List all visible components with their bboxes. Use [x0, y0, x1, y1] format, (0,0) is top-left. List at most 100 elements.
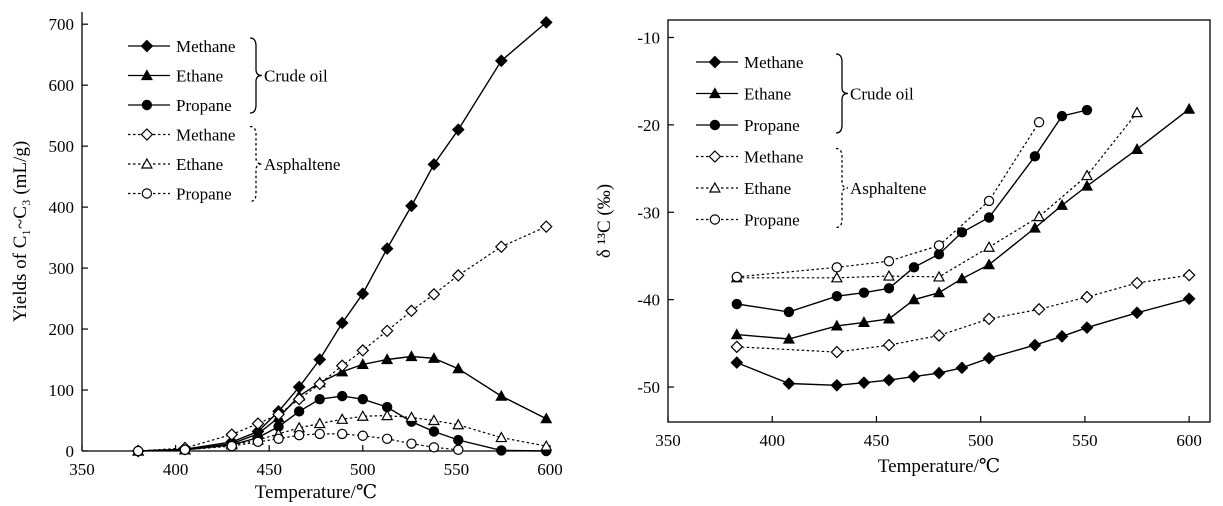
- y-axis-title: δ ¹³C (‰): [594, 184, 615, 258]
- data-point: [1055, 199, 1069, 210]
- data-point: [907, 293, 921, 305]
- data-point: [251, 417, 265, 430]
- legend-marker: [141, 188, 153, 199]
- data-point: [293, 406, 305, 417]
- legend: Methane Ethane Propane Methane Ethane Propane…: [128, 37, 340, 204]
- x-tick-label: 350: [655, 431, 681, 450]
- data-point: [933, 240, 945, 251]
- data-point: [982, 312, 996, 326]
- data-point: [292, 392, 306, 406]
- y-tick-label: -10: [637, 28, 660, 47]
- data-point: [955, 272, 968, 284]
- x-tick-label: 600: [537, 460, 563, 479]
- plot-frame: [667, 19, 1211, 423]
- y-tick-label: 300: [49, 259, 75, 278]
- data-point: [453, 444, 464, 455]
- data-point: [226, 440, 237, 452]
- data-point: [983, 258, 996, 270]
- x-axis-title: Temperature/℃: [255, 482, 377, 503]
- data-point: [380, 324, 394, 338]
- data-point: [428, 442, 440, 453]
- data-point: [831, 290, 843, 302]
- data-point: [356, 287, 370, 301]
- data-point: [405, 350, 418, 362]
- legend-brace: [249, 125, 263, 203]
- data-point: [782, 332, 795, 344]
- data-point: [982, 351, 996, 365]
- legend-label: Methane: [744, 53, 803, 72]
- data-point: [540, 439, 553, 451]
- x-tick-label: 500: [350, 460, 376, 479]
- data-point: [313, 377, 327, 391]
- y-tick-label: 600: [49, 76, 75, 95]
- data-point: [380, 242, 394, 255]
- data-point: [883, 256, 895, 267]
- data-point: [494, 240, 508, 254]
- series-crude-oil-ethane: [730, 102, 1196, 344]
- data-point: [932, 286, 946, 298]
- series-asphaltene-propane: [132, 428, 464, 457]
- left-chart-yields: 350 400 450 500 550 600 0 100 200 300 400 500 600 700…: [10, 12, 563, 503]
- data-point: [882, 373, 896, 387]
- data-point: [831, 262, 843, 273]
- y-tick-label: 500: [49, 137, 75, 156]
- data-point: [496, 445, 507, 456]
- data-point: [907, 370, 921, 383]
- data-point: [882, 338, 896, 352]
- data-point: [335, 359, 349, 372]
- legend-group-label: Crude oil: [850, 85, 914, 104]
- y-tick-label: 100: [49, 381, 75, 400]
- data-point: [406, 438, 417, 449]
- data-point: [337, 390, 348, 402]
- y-tick-label: -40: [637, 291, 660, 310]
- data-point: [381, 433, 393, 445]
- y-tick-label: -50: [637, 378, 660, 397]
- data-point: [539, 220, 553, 233]
- data-point: [495, 389, 508, 401]
- data-point: [314, 393, 325, 405]
- y-tick-label: 700: [49, 15, 75, 34]
- data-point: [539, 16, 553, 29]
- x-tick-label: 550: [444, 460, 470, 479]
- data-point: [452, 418, 465, 430]
- legend-marker: [140, 39, 154, 53]
- data-point: [1130, 276, 1144, 290]
- data-point: [1028, 221, 1041, 233]
- data-point: [1033, 210, 1046, 222]
- legend-group-label: Asphaltene: [850, 179, 926, 198]
- legend-marker: [140, 69, 153, 81]
- data-point: [1081, 104, 1093, 116]
- data-point: [731, 271, 742, 283]
- series-asphaltene-methane: [730, 268, 1196, 359]
- data-point: [830, 271, 843, 283]
- legend-label: Propane: [744, 116, 800, 135]
- data-point: [336, 413, 349, 424]
- x-tick-label: 400: [759, 431, 785, 450]
- y-tick-label: 200: [49, 320, 75, 339]
- data-point: [1080, 169, 1094, 181]
- legend-label: Propane: [176, 96, 232, 115]
- x-tick-label: 350: [69, 460, 95, 479]
- data-point: [956, 227, 968, 238]
- data-point: [1029, 151, 1041, 162]
- legend-brace: [249, 37, 263, 114]
- data-point: [883, 283, 895, 294]
- series-line: [736, 112, 1138, 279]
- series-crude-oil-propane: [731, 104, 1093, 318]
- data-point: [955, 361, 969, 375]
- legend: Methane Ethane Propane Methane Ethane Propane…: [696, 53, 926, 230]
- x-tick-label: 400: [163, 460, 189, 479]
- y-tick-label: -30: [637, 203, 660, 222]
- data-point: [1033, 117, 1045, 128]
- data-point: [252, 436, 264, 448]
- data-point: [428, 426, 440, 437]
- data-point: [1130, 306, 1144, 320]
- legend-marker: [708, 181, 721, 193]
- data-point: [1080, 321, 1094, 334]
- series-line: [138, 21, 547, 452]
- data-point: [932, 329, 946, 342]
- x-axis-title: Temperature/℃: [878, 456, 1000, 477]
- data-point: [730, 356, 744, 369]
- legend-label: Ethane: [176, 67, 223, 86]
